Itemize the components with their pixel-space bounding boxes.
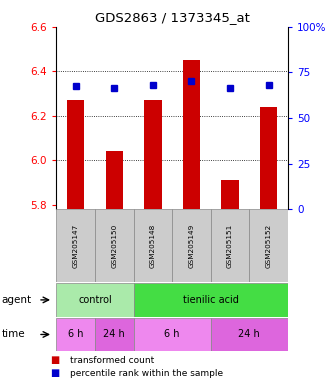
Bar: [56, 283, 133, 317]
Text: GSM205151: GSM205151: [227, 223, 233, 268]
Text: percentile rank within the sample: percentile rank within the sample: [70, 369, 223, 378]
Bar: [249, 209, 288, 282]
Bar: [172, 209, 211, 282]
Text: agent: agent: [2, 295, 32, 305]
Bar: [95, 318, 133, 351]
Text: ■: ■: [50, 355, 59, 365]
Text: 6 h: 6 h: [68, 329, 83, 339]
Bar: [133, 209, 172, 282]
Bar: [133, 318, 211, 351]
Text: GSM205147: GSM205147: [72, 223, 78, 268]
Bar: [211, 209, 249, 282]
Text: 6 h: 6 h: [165, 329, 180, 339]
Bar: [211, 318, 288, 351]
Bar: [56, 209, 95, 282]
Text: 24 h: 24 h: [103, 329, 125, 339]
Text: 24 h: 24 h: [238, 329, 260, 339]
Text: GSM205152: GSM205152: [266, 223, 272, 268]
Text: ■: ■: [50, 368, 59, 378]
Text: time: time: [2, 329, 25, 339]
Bar: [221, 180, 239, 209]
Text: control: control: [78, 295, 112, 305]
Bar: [67, 100, 84, 209]
Bar: [56, 318, 95, 351]
Bar: [95, 209, 133, 282]
Text: GSM205149: GSM205149: [188, 223, 194, 268]
Bar: [183, 60, 200, 209]
Bar: [260, 107, 277, 209]
Text: GSM205148: GSM205148: [150, 223, 156, 268]
Title: GDS2863 / 1373345_at: GDS2863 / 1373345_at: [95, 11, 250, 24]
Bar: [133, 283, 288, 317]
Text: transformed count: transformed count: [70, 356, 154, 365]
Bar: [106, 151, 123, 209]
Text: tienilic acid: tienilic acid: [183, 295, 239, 305]
Bar: [144, 100, 162, 209]
Text: GSM205150: GSM205150: [111, 223, 117, 268]
